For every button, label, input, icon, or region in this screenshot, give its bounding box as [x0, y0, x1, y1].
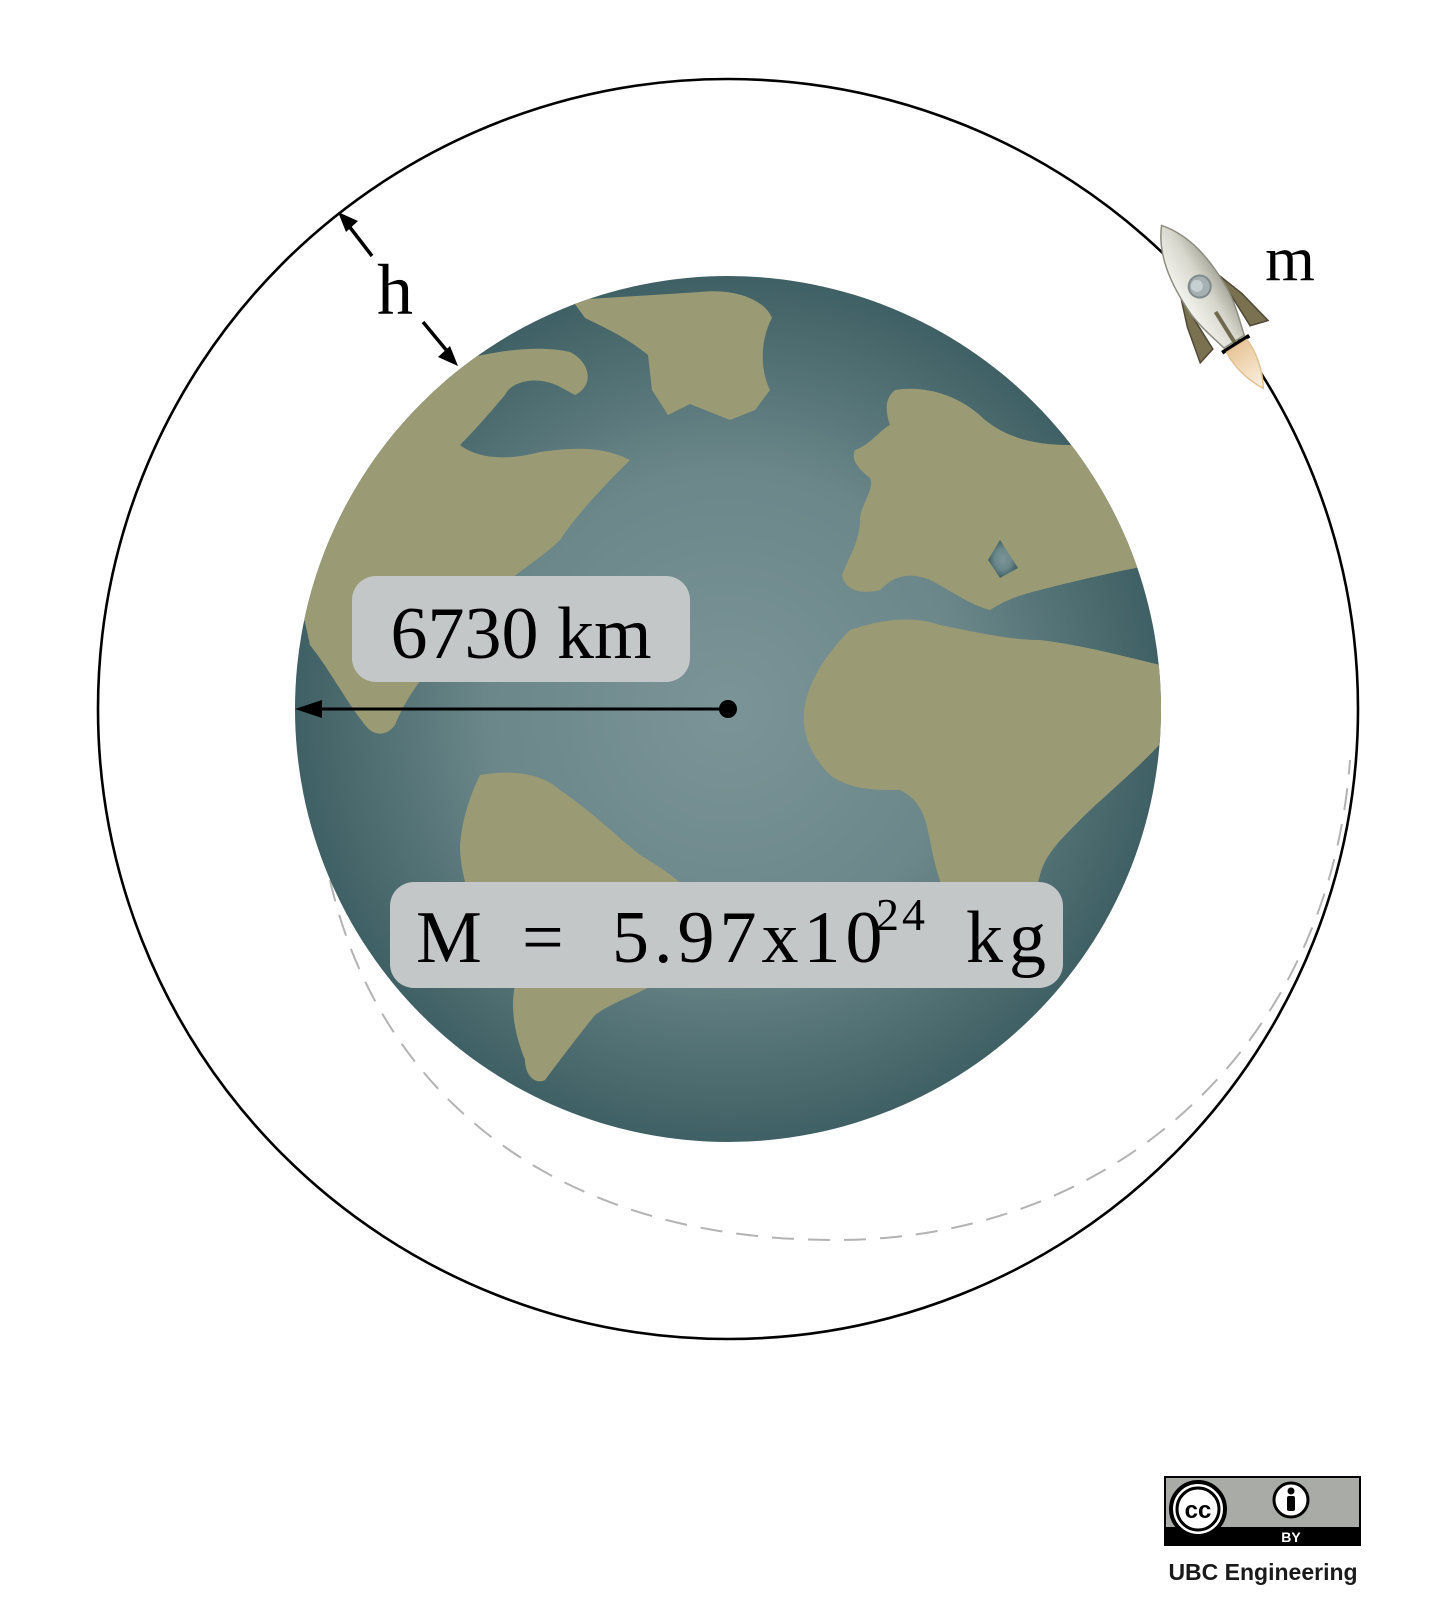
height-label: h [377, 250, 413, 330]
earth-mass-label: M = 5.97x10 [416, 897, 888, 979]
earth-mass-unit: kg [966, 897, 1052, 979]
license-badge: cc BY [1164, 1476, 1361, 1546]
earth-mass-symbol: M [416, 897, 482, 979]
earth-mass-equals: = [522, 897, 564, 979]
by-text: BY [1281, 1529, 1301, 1545]
earth-center-dot [719, 700, 737, 718]
radius-label: 6730 km [390, 593, 651, 675]
person-icon [1272, 1481, 1310, 1519]
rocket-icon [1160, 224, 1270, 390]
land-africa [803, 619, 1161, 927]
orbit-path [96, 77, 1360, 1341]
earth-mass-exponent: 24 [876, 889, 928, 940]
attribution-text: UBC Engineering [1168, 1559, 1357, 1585]
land-greenland [572, 291, 772, 420]
cc-logo-icon [1169, 1480, 1227, 1538]
water-inlet [988, 540, 1018, 578]
height-arrow [338, 212, 458, 366]
dashed-orbit-path [329, 759, 1351, 1242]
earth-mass-box [390, 882, 1063, 988]
radius-arrow [295, 700, 737, 718]
land-europe [842, 388, 1161, 610]
radius-label-box [352, 576, 690, 682]
earth-mass-mantissa: 5.97x10 [612, 897, 888, 979]
cc-text: cc [1185, 1497, 1212, 1524]
satellite-mass-label: m [1265, 223, 1315, 294]
